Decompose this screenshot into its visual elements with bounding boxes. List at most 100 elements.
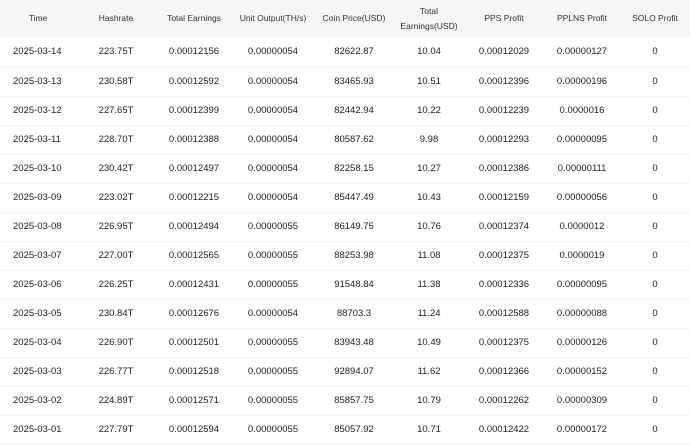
coin-price-cell: 82258.15 bbox=[334, 163, 374, 174]
hashrate-cell: 230.84T bbox=[98, 308, 134, 319]
time-cell: 2025-03-04 bbox=[13, 337, 62, 348]
column-header-pplns-profit: PPLNS Profit bbox=[556, 13, 608, 23]
total-earnings-cell: 0.00012388 bbox=[168, 134, 220, 145]
solo-profit-cell: 0 bbox=[652, 337, 658, 348]
coin-price-cell: 92894.07 bbox=[334, 366, 374, 377]
pps-profit-cell: 0.00012262 bbox=[478, 395, 530, 406]
total-earnings-usd-cell: 10.71 bbox=[417, 424, 441, 435]
pps-profit-cell: 0.00012366 bbox=[478, 366, 530, 377]
total-earnings-usd-cell: 10.79 bbox=[417, 395, 441, 406]
coin-price-cell: 82442.94 bbox=[334, 105, 374, 116]
table-body: 2025-03-14 223.75T 0.00012156 0.00000054 826… bbox=[0, 37, 690, 444]
table-row: 2025-03-10 230.42T 0.00012497 0.00000054 822… bbox=[0, 154, 690, 183]
coin-price-cell: 82622.87 bbox=[334, 46, 374, 58]
solo-profit-cell: 0 bbox=[652, 76, 658, 87]
pps-profit-cell: 0.00012396 bbox=[478, 76, 530, 87]
coin-price-cell: 83465.93 bbox=[334, 76, 374, 87]
total-earnings-cell: 0.00012518 bbox=[168, 366, 220, 377]
table-row: 2025-03-04 226.90T 0.00012501 0.00000055 839… bbox=[0, 328, 690, 357]
time-cell: 2025-03-14 bbox=[13, 46, 62, 58]
total-earnings-usd-cell: 10.22 bbox=[417, 105, 441, 116]
unit-output-cell: 0.00000054 bbox=[247, 46, 299, 58]
total-earnings-cell: 0.00012215 bbox=[168, 192, 220, 203]
pplns-profit-cell: 0.00000095 bbox=[556, 279, 608, 290]
solo-profit-cell: 0 bbox=[652, 221, 658, 232]
column-header-time: Time bbox=[28, 13, 48, 23]
coin-price-cell: 83943.48 bbox=[334, 337, 374, 348]
total-earnings-usd-cell: 11.08 bbox=[417, 250, 441, 261]
total-earnings-usd-cell: 10.49 bbox=[417, 337, 441, 348]
unit-output-cell: 0.00000054 bbox=[247, 163, 299, 174]
unit-output-cell: 0.00000055 bbox=[247, 366, 299, 377]
pplns-profit-cell: 0.0000012 bbox=[559, 221, 605, 232]
solo-profit-cell: 0 bbox=[652, 134, 658, 145]
hashrate-cell: 223.75T bbox=[98, 46, 134, 58]
pplns-profit-cell: 0.00000126 bbox=[556, 337, 608, 348]
solo-profit-cell: 0 bbox=[652, 308, 658, 319]
total-earnings-usd-cell: 10.27 bbox=[417, 163, 441, 174]
total-earnings-usd-cell: 10.04 bbox=[417, 46, 441, 58]
pplns-profit-cell: 0.0000019 bbox=[559, 250, 605, 261]
table-row: 2025-03-06 226.25T 0.00012431 0.00000055 915… bbox=[0, 270, 690, 299]
pplns-profit-cell: 0.00000056 bbox=[556, 192, 608, 203]
hashrate-cell: 226.25T bbox=[98, 279, 134, 290]
table-row: 2025-03-09 223.02T 0.00012215 0.00000054 854… bbox=[0, 183, 690, 212]
solo-profit-cell: 0 bbox=[652, 366, 658, 377]
hashrate-cell: 227.65T bbox=[98, 105, 134, 116]
coin-price-cell: 88703.3 bbox=[336, 308, 372, 319]
solo-profit-cell: 0 bbox=[652, 105, 658, 116]
column-header-pps-profit: PPS Profit bbox=[484, 13, 524, 23]
pps-profit-cell: 0.00012375 bbox=[478, 250, 530, 261]
time-cell: 2025-03-03 bbox=[13, 366, 62, 377]
unit-output-cell: 0.00000055 bbox=[247, 250, 299, 261]
total-earnings-usd-cell: 10.76 bbox=[417, 221, 441, 232]
pps-profit-cell: 0.00012159 bbox=[478, 192, 530, 203]
pplns-profit-cell: 0.00000095 bbox=[556, 134, 608, 145]
time-cell: 2025-03-09 bbox=[13, 192, 62, 203]
pplns-profit-cell: 0.00000127 bbox=[556, 46, 608, 58]
coin-price-cell: 85447.49 bbox=[334, 192, 374, 203]
hashrate-cell: 223.02T bbox=[98, 192, 134, 203]
total-earnings-cell: 0.00012565 bbox=[168, 250, 220, 261]
hashrate-cell: 227.00T bbox=[98, 250, 134, 261]
pps-profit-cell: 0.00012386 bbox=[478, 163, 530, 174]
table-row: 2025-03-13 230.58T 0.00012592 0.00000054 834… bbox=[0, 67, 690, 96]
pps-profit-cell: 0.00012374 bbox=[478, 221, 530, 232]
header-row: Time Hashrate Total Earnings Unit Output… bbox=[0, 0, 690, 37]
total-earnings-cell: 0.00012399 bbox=[168, 105, 220, 116]
column-header-hashrate: Hashrate bbox=[98, 13, 134, 23]
coin-price-cell: 86149.75 bbox=[334, 221, 374, 232]
table-row: 2025-03-08 226.95T 0.00012494 0.00000055 861… bbox=[0, 212, 690, 241]
column-header-unit-output: Unit Output(TH/s) bbox=[239, 13, 307, 23]
coin-price-cell: 85857.75 bbox=[334, 395, 374, 406]
pps-profit-cell: 0.00012029 bbox=[478, 46, 530, 58]
table-row: 2025-03-03 226.77T 0.00012518 0.00000055 928… bbox=[0, 357, 690, 386]
coin-price-cell: 91548.84 bbox=[334, 279, 374, 290]
total-earnings-cell: 0.00012571 bbox=[168, 395, 220, 406]
table-row: 2025-03-07 227.00T 0.00012565 0.00000055 882… bbox=[0, 241, 690, 270]
hashrate-cell: 230.58T bbox=[98, 76, 134, 87]
pplns-profit-cell: 0.0000016 bbox=[559, 105, 605, 116]
pps-profit-cell: 0.00012588 bbox=[478, 308, 530, 319]
total-earnings-usd-cell: 11.38 bbox=[417, 279, 441, 290]
time-cell: 2025-03-10 bbox=[13, 163, 62, 174]
hashrate-cell: 228.70T bbox=[98, 134, 134, 145]
total-earnings-cell: 0.00012156 bbox=[168, 46, 220, 58]
pps-profit-cell: 0.00012375 bbox=[478, 337, 530, 348]
total-earnings-usd-cell: 10.43 bbox=[417, 192, 441, 203]
pplns-profit-cell: 0.00000088 bbox=[556, 308, 608, 319]
hashrate-cell: 227.79T bbox=[98, 424, 134, 435]
time-cell: 2025-03-07 bbox=[13, 250, 62, 261]
time-cell: 2025-03-02 bbox=[13, 395, 62, 406]
total-earnings-usd-cell: 11.24 bbox=[417, 308, 441, 319]
time-cell: 2025-03-13 bbox=[13, 76, 62, 87]
time-cell: 2025-03-11 bbox=[13, 134, 61, 145]
time-cell: 2025-03-06 bbox=[13, 279, 62, 290]
table-row: 2025-03-14 223.75T 0.00012156 0.00000054 826… bbox=[0, 37, 690, 67]
coin-price-cell: 80587.62 bbox=[334, 134, 374, 145]
unit-output-cell: 0.00000055 bbox=[247, 424, 299, 435]
column-header-coin-price: Coin Price(USD) bbox=[322, 13, 386, 23]
table-row: 2025-03-02 224.89T 0.00012571 0.00000055 858… bbox=[0, 386, 690, 415]
total-earnings-cell: 0.00012494 bbox=[168, 221, 220, 232]
